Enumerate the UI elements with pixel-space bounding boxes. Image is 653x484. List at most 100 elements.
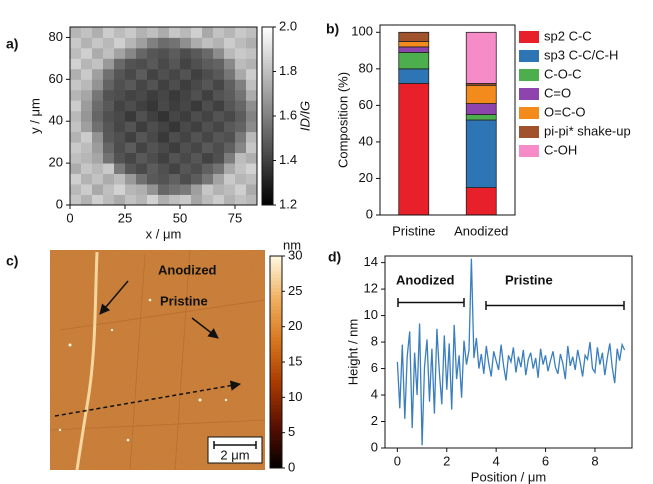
colorbar-cell xyxy=(270,319,282,324)
colorbar-cell xyxy=(270,323,282,328)
heatmap-cell xyxy=(246,142,258,154)
colorbar-cell xyxy=(270,429,282,434)
colorbar-cell xyxy=(262,187,273,191)
colorbar-tick-label: 1.2 xyxy=(279,196,297,211)
colorbar-cell xyxy=(262,133,273,138)
heatmap-cell xyxy=(246,79,258,91)
heatmap-cell xyxy=(202,163,214,174)
colorbar-cell xyxy=(270,301,282,306)
heatmap-cell xyxy=(191,100,203,112)
heatmap-cell xyxy=(114,79,126,91)
heatmap-cell xyxy=(202,184,214,195)
heatmap-cell xyxy=(103,37,115,49)
colorbar-cell xyxy=(270,464,282,469)
colorbar-cell xyxy=(262,139,273,144)
heatmap-cell xyxy=(235,37,247,49)
heatmap-cell xyxy=(213,68,225,80)
colorbar-cell xyxy=(262,118,273,123)
heatmap-cell xyxy=(224,142,236,154)
heatmap-cell xyxy=(81,47,93,59)
heatmap-cell xyxy=(136,173,148,185)
heatmap-cell xyxy=(147,173,159,185)
bar-segment xyxy=(398,52,430,70)
colorbar-cell xyxy=(270,436,282,441)
heatmap-cell xyxy=(169,173,181,185)
heatmap-cell xyxy=(158,68,170,80)
colorbar-cell xyxy=(270,362,282,367)
heatmap-cell xyxy=(81,131,93,143)
heatmap-cell xyxy=(246,37,258,49)
heatmap-cell xyxy=(81,142,93,154)
colorbar-cell xyxy=(262,29,273,34)
heatmap-cell xyxy=(114,100,126,112)
heatmap-cell xyxy=(81,68,93,80)
heatmap-cell xyxy=(147,100,159,112)
colorbar-cell xyxy=(262,166,273,170)
colorbar-cell xyxy=(270,393,282,398)
heatmap-cell xyxy=(103,89,115,101)
colorbar-cell xyxy=(262,184,273,188)
colorbar-tick-label: 2.0 xyxy=(279,18,297,33)
heatmap-cell xyxy=(81,110,93,122)
heatmap-cell xyxy=(246,121,258,133)
legend-label: sp2 C-C xyxy=(544,28,592,43)
heatmap-cell xyxy=(180,68,192,80)
panel-label: a) xyxy=(6,36,18,52)
x-tick-label: 0 xyxy=(394,453,401,468)
heatmap-cell xyxy=(114,58,126,70)
heatmap-cell xyxy=(202,121,214,133)
x-tick-label: Pristine xyxy=(392,223,435,238)
colorbar-cell xyxy=(262,110,273,114)
heatmap-cell xyxy=(213,79,225,91)
heatmap-cell xyxy=(191,152,203,164)
heatmap-cell xyxy=(136,142,148,154)
heatmap-cell xyxy=(235,100,247,112)
legend-label: C=O xyxy=(544,85,571,100)
colorbar-tick-label: 1.6 xyxy=(279,107,297,122)
heatmap-cell xyxy=(114,152,126,164)
heatmap-cell xyxy=(158,142,170,154)
y-tick-label: 4 xyxy=(371,386,378,401)
heatmap-cell xyxy=(213,121,225,133)
heatmap-cell xyxy=(235,142,247,154)
heatmap-cell xyxy=(70,58,82,70)
heatmap-cell xyxy=(158,89,170,101)
bar-segment xyxy=(465,119,497,188)
heatmap-cell xyxy=(202,131,214,143)
colorbar-cell xyxy=(262,101,273,105)
colorbar-cell xyxy=(270,397,282,402)
heatmap-cell xyxy=(114,47,126,59)
colorbar-cell xyxy=(270,351,282,356)
annotation: Pristine xyxy=(160,293,208,308)
heatmap-cell xyxy=(147,79,159,91)
colorbar-cell xyxy=(270,443,282,448)
heatmap-cell xyxy=(191,142,203,154)
afm-image xyxy=(49,249,266,471)
heatmap-cell xyxy=(191,37,203,49)
heatmap-cell xyxy=(202,110,214,122)
colorbar-cell xyxy=(262,50,273,55)
x-tick-label: 75 xyxy=(228,210,242,225)
heatmap-cell xyxy=(92,142,104,154)
colorbar-cell xyxy=(262,160,273,164)
heatmap-cell xyxy=(114,89,126,101)
heatmap-cell xyxy=(92,163,104,174)
colorbar-cell xyxy=(270,291,282,296)
colorbar-cell xyxy=(270,337,282,342)
colorbar-cell xyxy=(262,145,273,150)
colorbar-cell xyxy=(262,178,273,182)
x-tick-label: 2 xyxy=(443,453,450,468)
colorbar-cell xyxy=(270,432,282,437)
heatmap-cell xyxy=(147,58,159,70)
colorbar-cell xyxy=(270,354,282,359)
heatmap-cell xyxy=(169,79,181,91)
heatmap-cell xyxy=(224,47,236,59)
heatmap-cell xyxy=(235,110,247,122)
x-axis-label: Position / μm xyxy=(471,469,546,484)
colorbar-cell xyxy=(270,390,282,395)
heatmap-cell xyxy=(114,173,126,185)
heatmap-cell xyxy=(180,47,192,59)
legend-label: C-O-C xyxy=(544,66,582,81)
heatmap-cell xyxy=(81,184,93,195)
colorbar-cell xyxy=(270,372,282,377)
